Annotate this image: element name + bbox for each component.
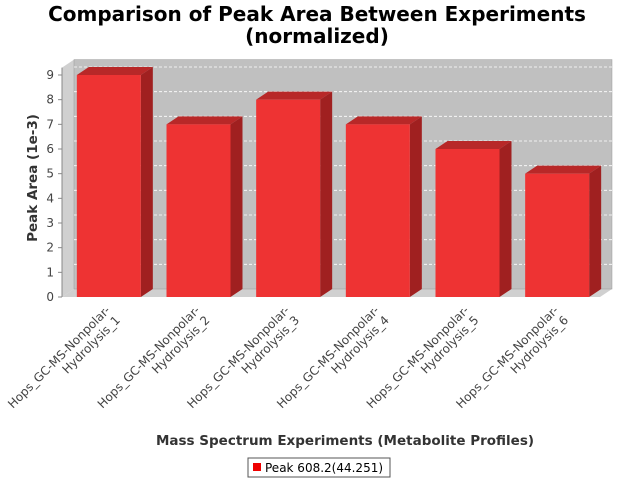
chart-subtitle: (normalized) (245, 24, 389, 48)
bar (166, 124, 231, 297)
y-tick-label: 0 (46, 290, 54, 304)
bar (345, 124, 410, 297)
y-tick-label: 1 (46, 265, 54, 279)
y-tick-label: 3 (46, 216, 54, 230)
bar-side (409, 116, 422, 297)
bar-side (499, 141, 512, 297)
bar-side (589, 165, 602, 297)
y-tick-label: 4 (46, 191, 54, 205)
bar-top (435, 141, 512, 149)
bar (435, 149, 500, 297)
x-tick-label-line: Hops_GC-MS-Nonpolar- (5, 303, 113, 411)
x-axis-label: Mass Spectrum Experiments (Metabolite Pr… (156, 433, 534, 449)
bar-side (230, 116, 243, 297)
y-tick-label: 6 (46, 142, 54, 156)
bar-side (320, 91, 333, 298)
plot-left-wall (62, 59, 74, 297)
bar-top (166, 116, 243, 125)
chart-title: Comparison of Peak Area Between Experime… (48, 2, 586, 26)
legend: Peak 608.2(44.251) (247, 457, 391, 478)
bar-top (76, 67, 153, 75)
y-tick-label: 8 (46, 93, 54, 107)
legend-swatch (253, 463, 261, 471)
legend-label: Peak 608.2(44.251) (265, 461, 383, 475)
bar-top (525, 165, 602, 174)
bar (525, 173, 590, 297)
plot-back-wall (73, 59, 613, 290)
bar-top (345, 116, 422, 125)
legend-box (247, 457, 391, 478)
bar (256, 99, 321, 298)
y-tick-label: 7 (46, 117, 54, 131)
bar-top (256, 91, 333, 100)
bar-side (140, 67, 153, 297)
bar (76, 75, 141, 297)
y-axis-label: Peak Area (1e-3) (25, 114, 41, 242)
y-tick-label: 2 (46, 241, 54, 255)
y-tick-label: 5 (46, 167, 54, 181)
y-tick-label: 9 (46, 68, 54, 82)
plot-area: 0123456789Hops_GC-MS-Nonpolar-Hydrolysis… (5, 59, 613, 411)
